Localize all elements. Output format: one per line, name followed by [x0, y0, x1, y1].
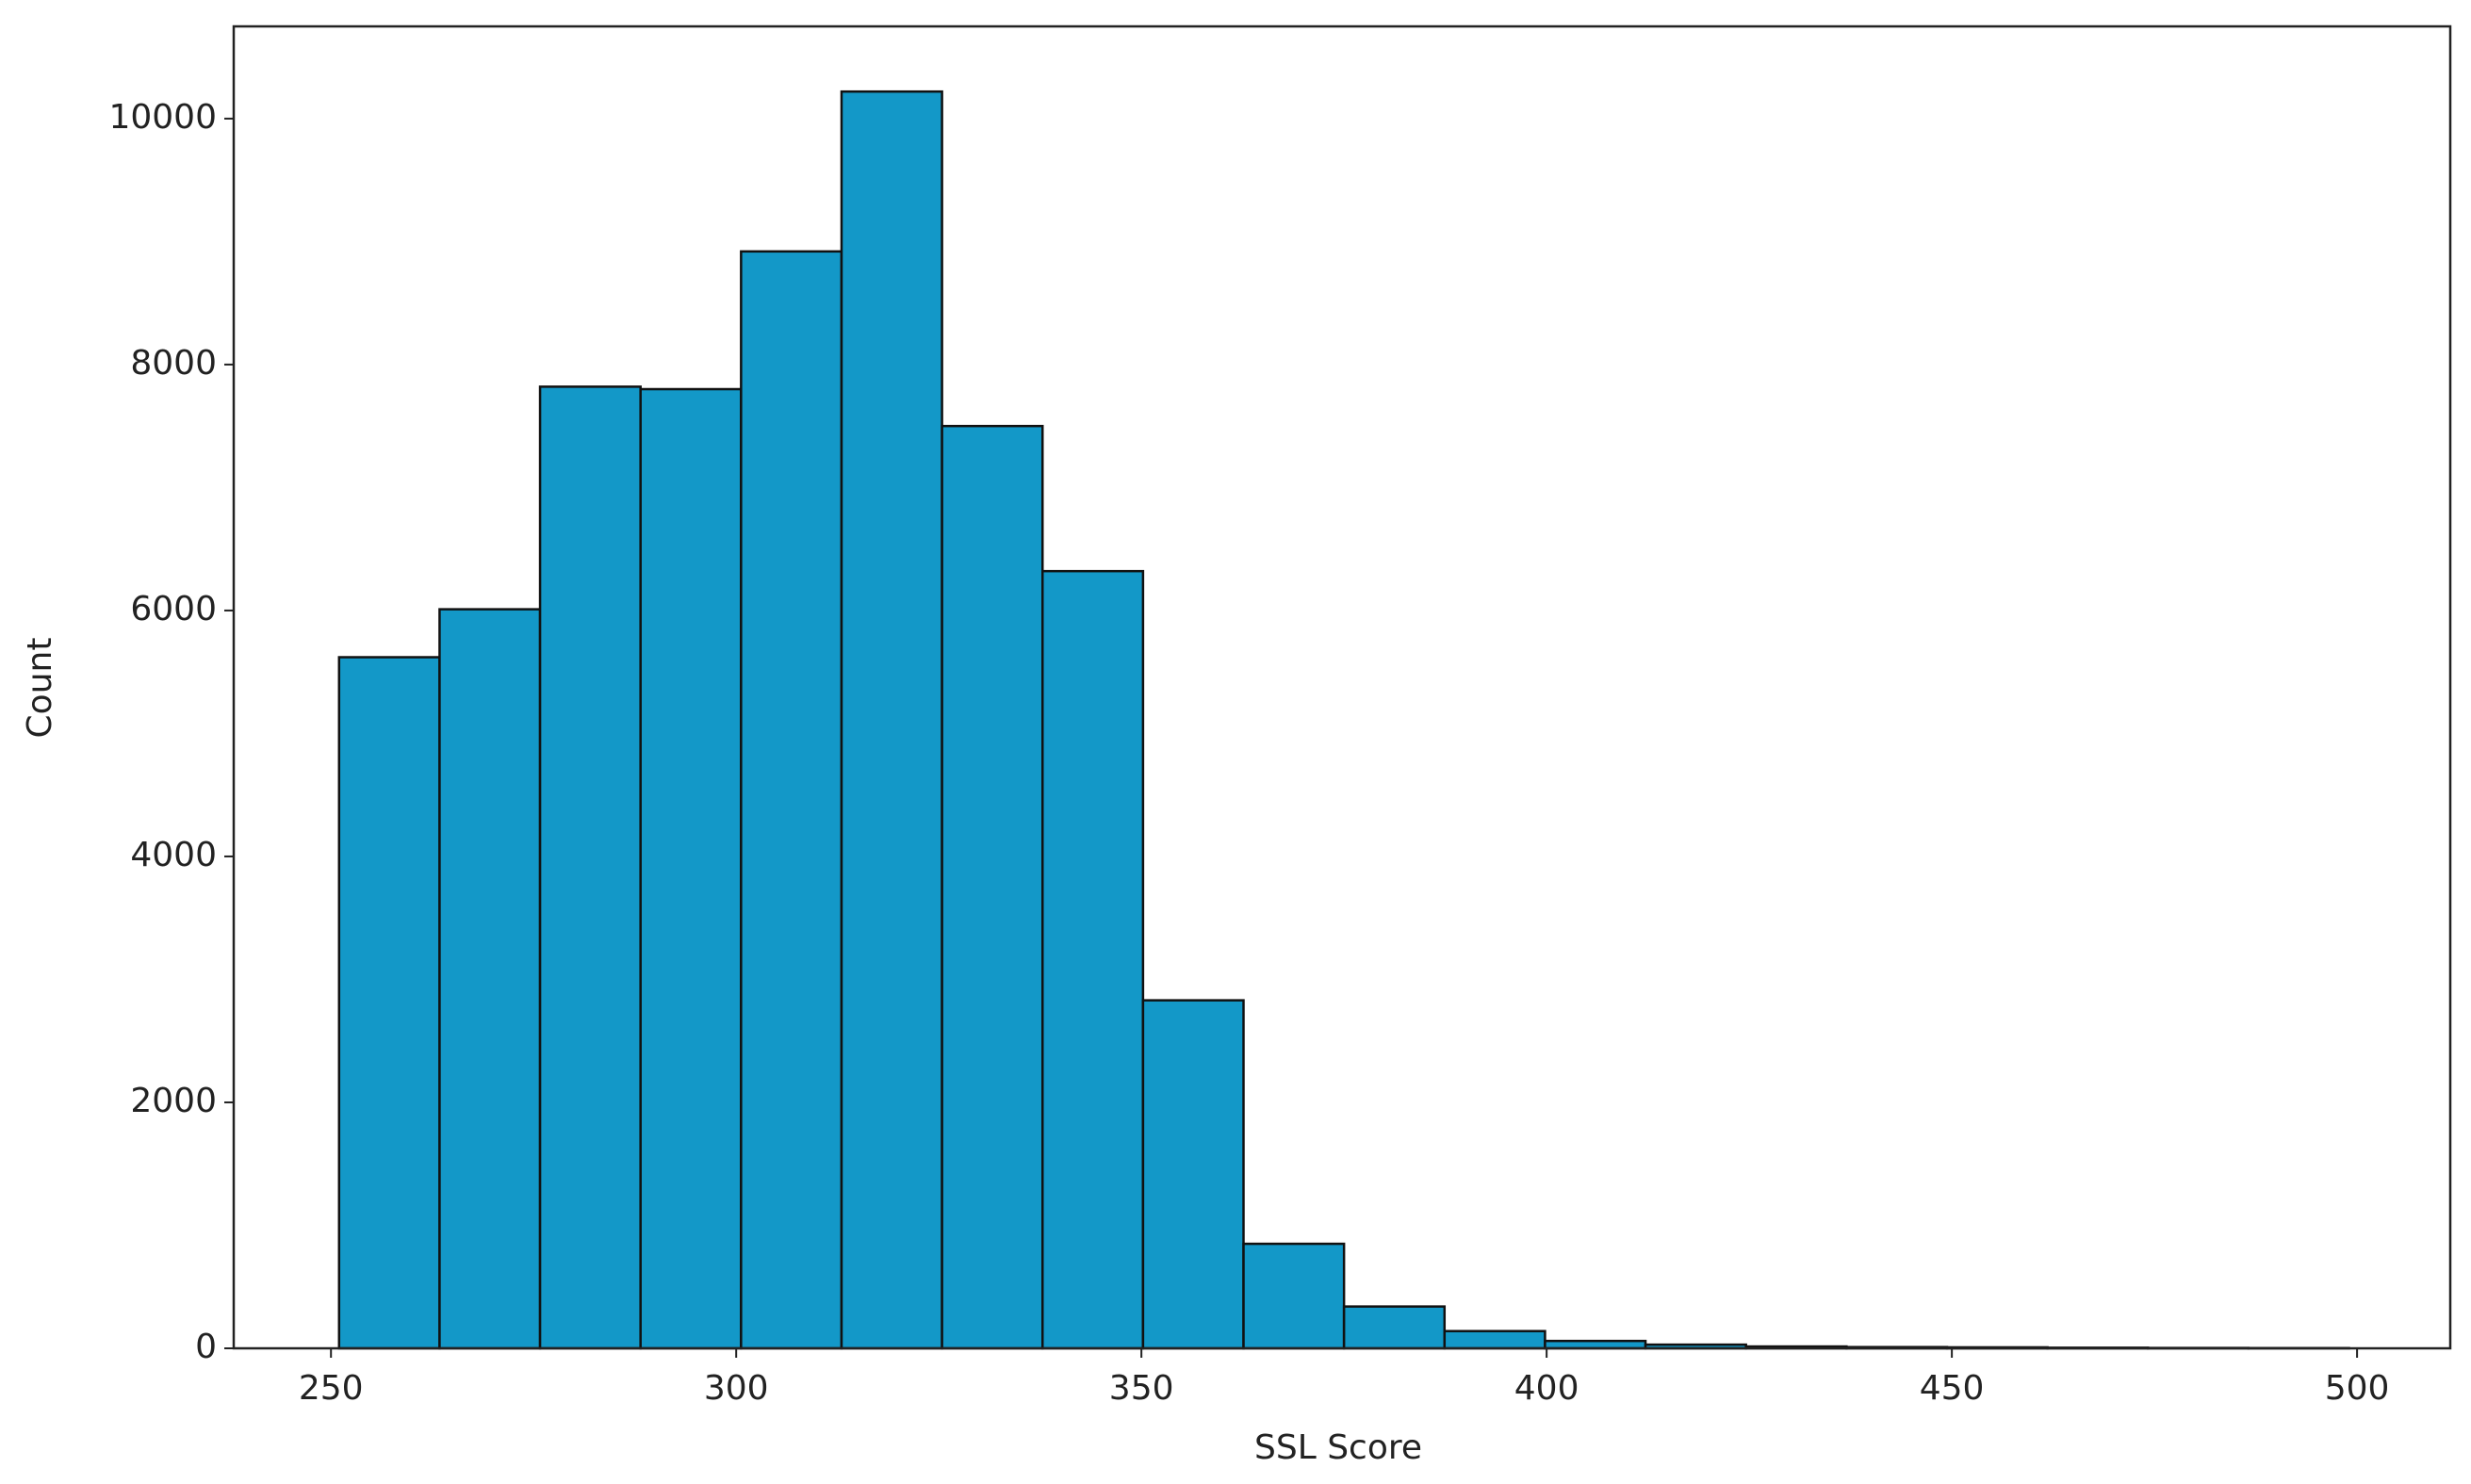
- bar: [1040, 569, 1145, 1350]
- x-tick-label: 400: [1514, 1369, 1579, 1408]
- bar: [740, 250, 843, 1350]
- bar: [639, 387, 743, 1350]
- y-tick-label: 8000: [130, 344, 217, 383]
- y-tick-label: 6000: [130, 590, 217, 628]
- bar: [1342, 1305, 1447, 1350]
- x-tick-label: 450: [1920, 1369, 1985, 1408]
- bar: [1242, 1242, 1346, 1350]
- x-tick-label: 500: [2325, 1369, 2390, 1408]
- bar: [337, 656, 441, 1350]
- x-tick-label: 250: [299, 1369, 364, 1408]
- bar: [538, 385, 642, 1350]
- y-tick-label: 10000: [108, 98, 217, 137]
- bar: [438, 608, 542, 1350]
- bar: [941, 424, 1044, 1350]
- y-axis-label: Count: [21, 638, 59, 739]
- x-tick-label: 300: [704, 1369, 769, 1408]
- y-tick-label: 4000: [130, 836, 217, 874]
- bar: [840, 90, 943, 1350]
- bar: [1443, 1329, 1546, 1350]
- x-axis-label: SSL Score: [1254, 1428, 1422, 1467]
- plot-frame: [232, 24, 2452, 1350]
- y-tick-label: 0: [195, 1328, 217, 1366]
- y-tick-label: 2000: [130, 1082, 217, 1120]
- bar: [1141, 999, 1245, 1350]
- x-tick-label: 350: [1109, 1369, 1174, 1408]
